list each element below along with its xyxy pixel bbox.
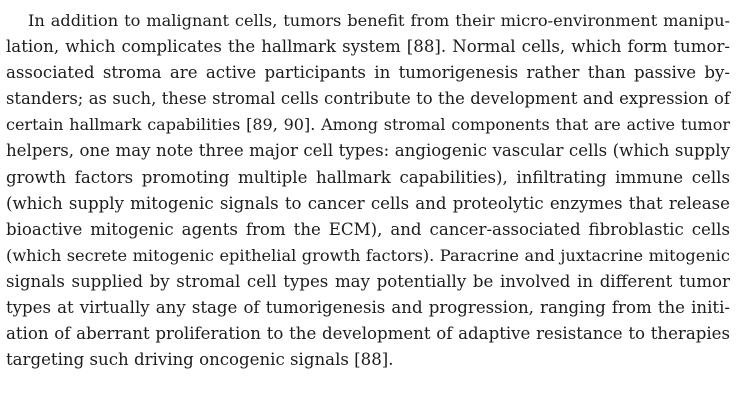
paragraph: In addition to malignant cells, tumors b… bbox=[6, 8, 730, 373]
text-line: targeting such driving oncogenic signals… bbox=[6, 350, 394, 370]
text-line: associated stroma are active participant… bbox=[6, 63, 730, 83]
text-line: helpers, one may note three major cell t… bbox=[6, 141, 730, 161]
text-line: growth factors promoting multiple hallma… bbox=[6, 167, 730, 187]
text-line: lation, which complicates the hallmark s… bbox=[6, 37, 730, 57]
text-line: (which secrete mitogenic epithelial grow… bbox=[6, 245, 730, 265]
text-line: signals supplied by stromal cell types m… bbox=[6, 271, 730, 291]
text-line: bioactive mitogenic agents from the ECM)… bbox=[6, 219, 730, 239]
text-line: types at virtually any stage of tumorige… bbox=[6, 298, 730, 318]
text-line: ation of aberrant proliferation to the d… bbox=[6, 324, 730, 344]
text-line: In addition to malignant cells, tumors b… bbox=[28, 11, 730, 30]
text-line: (which supply mitogenic signals to cance… bbox=[6, 193, 730, 213]
text-line: standers; as such, these stromal cells c… bbox=[6, 89, 730, 109]
text-line: certain hallmark capabilities [89, 90]. … bbox=[6, 115, 730, 135]
